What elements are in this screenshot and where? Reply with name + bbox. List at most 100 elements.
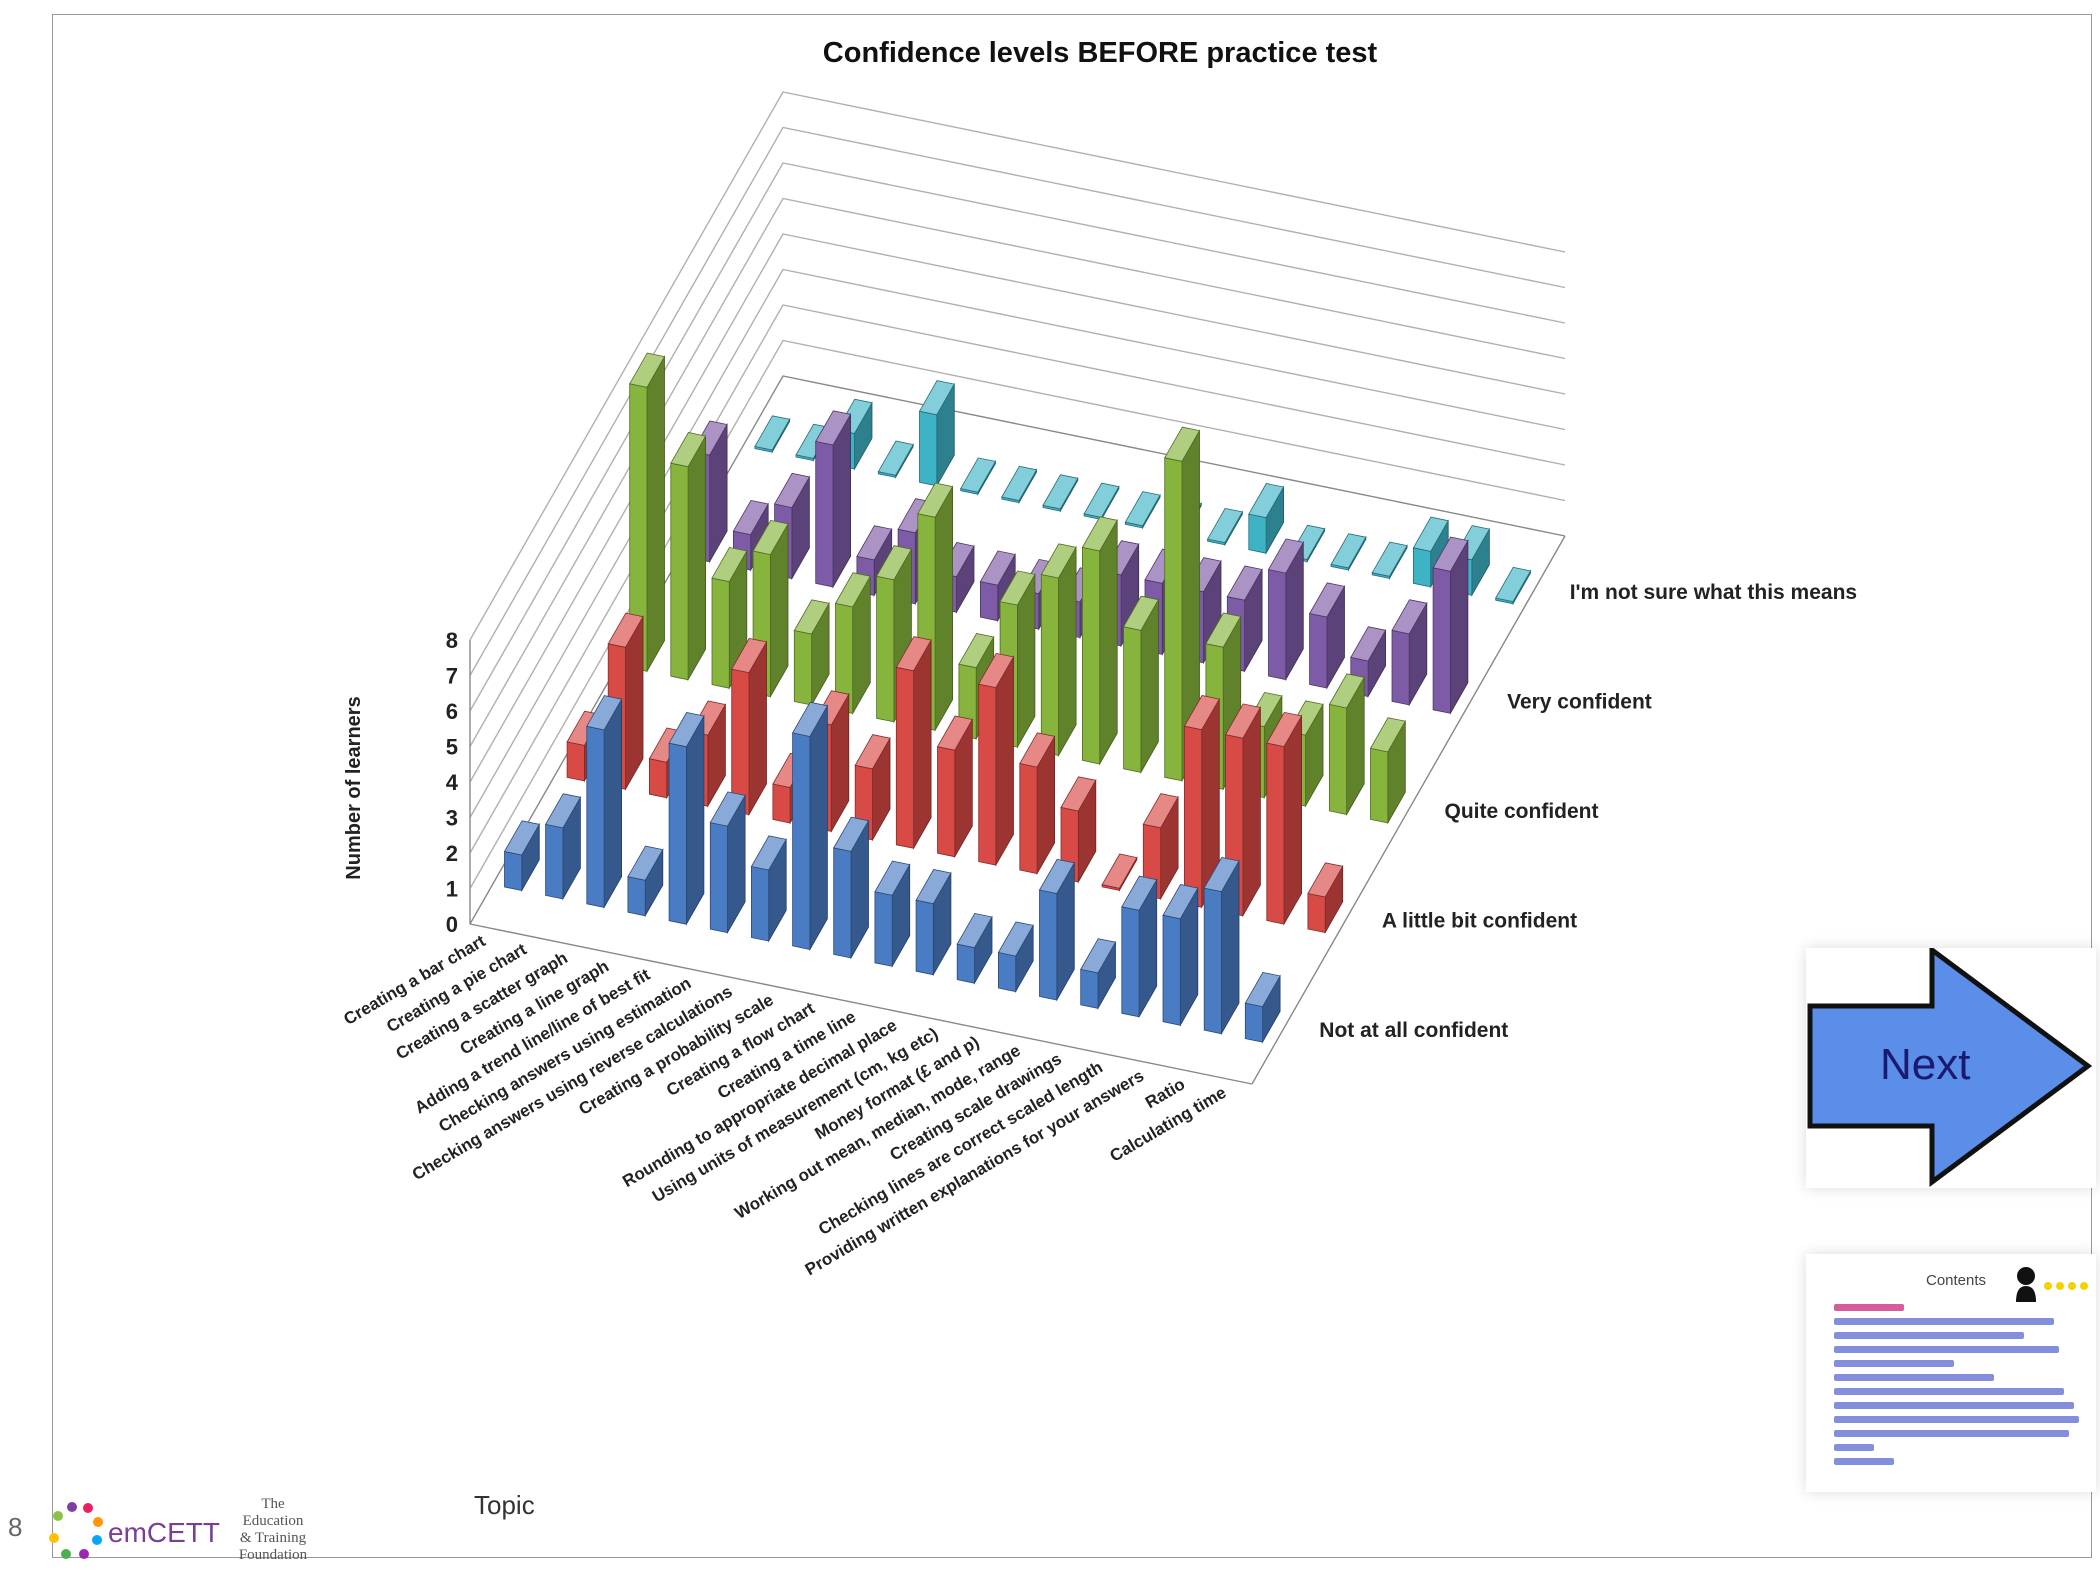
bar: [750, 835, 787, 943]
contents-item[interactable]: [1834, 1332, 2024, 1339]
bar: [1162, 884, 1199, 1027]
gridline: [469, 304, 1566, 854]
y-axis-title: Number of learners: [343, 696, 365, 879]
bar: [833, 816, 870, 960]
contents-item[interactable]: [1834, 1430, 2069, 1437]
chart-title: Confidence levels BEFORE practice test: [823, 37, 1378, 69]
bar: [1121, 875, 1158, 1019]
y-tick-label: 7: [446, 664, 458, 689]
bar: [1083, 482, 1120, 522]
bar: [1267, 538, 1304, 682]
bar: [1371, 541, 1408, 580]
bar: [960, 457, 997, 496]
contents-item[interactable]: [1834, 1360, 1954, 1367]
gridline: [469, 126, 1566, 676]
bar: [1328, 673, 1365, 817]
bar: [791, 701, 829, 952]
emcett-ring-icon: [49, 1502, 103, 1559]
series-label: Very confident: [1507, 690, 1652, 713]
series-label: Not at all confident: [1319, 1019, 1508, 1042]
gridline: [469, 197, 1566, 747]
y-tick-label: 2: [446, 841, 458, 866]
bar: [1203, 857, 1240, 1036]
bar: [1369, 717, 1406, 825]
bar: [1101, 853, 1138, 892]
contents-item[interactable]: [1834, 1374, 1994, 1381]
gridline: [469, 268, 1566, 818]
bar: [815, 410, 852, 589]
contents-item[interactable]: [1834, 1304, 1904, 1311]
gridline: [469, 233, 1566, 783]
next-arrow-icon: [1807, 948, 2093, 1187]
contents-item[interactable]: [1834, 1458, 1894, 1465]
next-button[interactable]: Next: [1806, 948, 2096, 1188]
bar: [1266, 711, 1303, 926]
contents-item[interactable]: [1834, 1416, 2079, 1423]
bar: [670, 432, 707, 682]
bar: [503, 820, 540, 893]
y-tick-label: 6: [446, 699, 458, 724]
y-tick-label: 8: [446, 628, 458, 653]
y-tick-label: 0: [446, 912, 458, 937]
bar: [997, 921, 1034, 994]
page-number: 8: [8, 1512, 23, 1542]
bar: [1391, 599, 1428, 707]
contents-item[interactable]: [1834, 1388, 2064, 1395]
bar: [1081, 516, 1118, 766]
y-tick-label: 5: [446, 735, 458, 760]
x-axis-title: Topic: [474, 1490, 535, 1520]
bar: [586, 695, 623, 909]
bar: [1330, 533, 1367, 572]
bar: [915, 869, 952, 977]
bar: [1432, 536, 1469, 715]
y-tick-label: 3: [446, 806, 458, 831]
bar: [936, 715, 973, 859]
bar: [754, 415, 791, 454]
bar: [627, 845, 664, 918]
bar: [1040, 543, 1077, 758]
depth-axis-line: [1251, 535, 1566, 1085]
bar: [544, 793, 582, 901]
gridline: [469, 162, 1566, 712]
emcett-logo: emCETT: [49, 1502, 220, 1559]
bar: [731, 637, 768, 817]
bar: [752, 519, 789, 699]
bar: [1164, 426, 1201, 783]
bar: [668, 712, 705, 926]
bar: [874, 860, 911, 968]
bar: [1308, 582, 1346, 690]
bar: [629, 352, 666, 673]
bar: [877, 440, 914, 479]
bar: [1206, 507, 1244, 547]
gridline: [469, 91, 1566, 641]
bar: [1080, 938, 1117, 1010]
y-tick-label: 1: [446, 877, 458, 902]
bar: [1307, 862, 1344, 935]
bar: [956, 912, 993, 985]
bar: [1038, 858, 1075, 1002]
bar: [1495, 566, 1532, 606]
contents-item[interactable]: [1834, 1318, 2054, 1325]
bar: [895, 636, 932, 850]
series-label: A little bit confident: [1382, 910, 1577, 933]
contents-item[interactable]: [1834, 1444, 1874, 1451]
y-tick-label: 4: [446, 770, 459, 795]
emcett-logo-text: emCETT: [108, 1517, 220, 1548]
contents-title: Contents: [1926, 1272, 1987, 1289]
chart-bars: [503, 352, 1532, 1044]
bar: [709, 791, 746, 935]
bar: [1183, 695, 1220, 909]
series-label: Quite confident: [1445, 800, 1599, 823]
contents-item[interactable]: [1834, 1346, 2059, 1353]
bar: [1001, 465, 1038, 505]
contents-thumbnail[interactable]: Contents: [1806, 1254, 2096, 1492]
series-label: I'm not sure what this means: [1570, 581, 1857, 604]
x-axis-line: [469, 923, 1253, 1085]
next-button-label: Next: [1880, 1040, 1971, 1089]
contents-item[interactable]: [1834, 1402, 2074, 1409]
bar: [1124, 491, 1161, 530]
bar: [1042, 474, 1079, 513]
etf-logo: The Education & Training Foundation: [238, 1496, 308, 1563]
slide-frame: [52, 14, 2092, 1558]
